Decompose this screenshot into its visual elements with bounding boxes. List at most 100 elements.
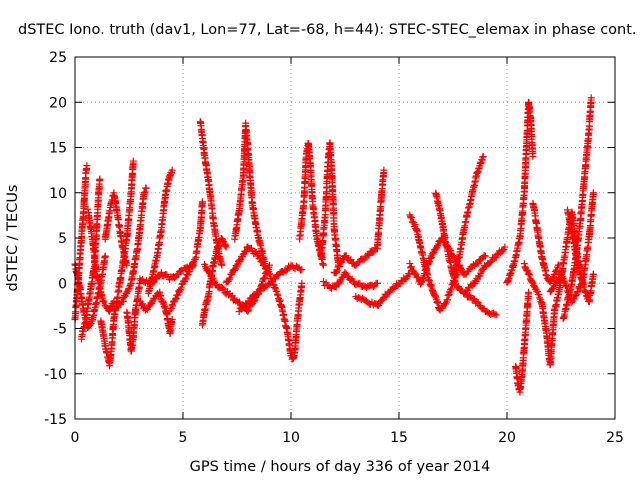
data-point <box>282 267 290 275</box>
data-point <box>373 279 381 287</box>
data-point <box>463 287 471 295</box>
data-point <box>215 242 223 250</box>
data-point <box>486 258 494 266</box>
data-point <box>214 243 222 251</box>
y-tick-label: 20 <box>49 95 67 111</box>
data-point <box>267 279 275 287</box>
data-point <box>336 263 344 271</box>
data-point <box>589 189 597 197</box>
data-point <box>232 261 240 269</box>
data-point <box>174 291 182 299</box>
data-point <box>479 153 487 161</box>
data-series <box>71 94 597 396</box>
data-point <box>339 256 347 264</box>
y-tick-label: -5 <box>53 322 67 338</box>
data-point <box>333 267 341 275</box>
data-point <box>244 307 252 315</box>
data-point <box>231 266 239 274</box>
data-point <box>228 292 236 300</box>
data-point <box>411 221 419 229</box>
data-point <box>198 198 206 206</box>
data-point <box>491 310 499 318</box>
data-point <box>589 270 597 278</box>
y-tick-label: 5 <box>58 231 67 247</box>
data-point <box>408 214 416 222</box>
data-point <box>359 256 367 264</box>
data-point <box>119 297 127 305</box>
data-point <box>255 251 263 259</box>
data-point <box>573 287 581 295</box>
data-point <box>235 256 243 264</box>
data-point <box>222 243 230 251</box>
data-point <box>342 252 350 260</box>
data-point <box>220 285 228 293</box>
data-point <box>241 248 249 256</box>
data-point <box>542 271 550 279</box>
data-point <box>536 294 544 302</box>
y-tick-label: 25 <box>49 50 67 66</box>
data-point <box>168 166 176 174</box>
data-point <box>142 184 150 192</box>
data-point <box>208 271 216 279</box>
data-point <box>469 295 477 303</box>
data-point <box>226 274 234 282</box>
data-point <box>570 295 578 303</box>
data-point <box>319 261 327 269</box>
data-point <box>526 271 534 279</box>
data-point <box>412 270 420 278</box>
data-point <box>552 268 560 276</box>
x-tick-label: 5 <box>179 430 188 446</box>
x-tick-label: 15 <box>390 430 408 446</box>
data-point <box>225 275 233 283</box>
data-point <box>218 261 226 269</box>
data-point <box>343 272 351 280</box>
data-point <box>96 175 104 183</box>
data-point <box>534 288 542 296</box>
data-point <box>235 298 243 306</box>
data-point <box>185 268 193 276</box>
axis-ticks: 0 5 10 15 20 25 -15 -10 -5 0 5 10 15 20 25 <box>44 50 624 446</box>
data-point <box>298 279 306 287</box>
y-tick-label: 10 <box>49 186 67 202</box>
x-tick-label: 10 <box>282 430 300 446</box>
data-point <box>370 248 378 256</box>
data-point <box>333 268 341 276</box>
data-point <box>535 290 543 298</box>
data-point <box>528 278 536 286</box>
data-point <box>260 261 268 269</box>
data-point <box>210 277 218 285</box>
data-point <box>574 288 582 296</box>
data-point <box>379 294 387 302</box>
data-point <box>221 242 229 250</box>
data-point <box>189 259 197 267</box>
data-point <box>501 243 509 251</box>
data-point <box>474 260 482 268</box>
x-tick-label: 0 <box>71 430 80 446</box>
data-point <box>182 274 190 282</box>
data-point <box>123 261 131 269</box>
data-point <box>169 302 177 310</box>
data-point <box>433 243 441 251</box>
data-point <box>258 258 266 266</box>
y-axis-label: dSTEC / TECUs <box>5 185 21 292</box>
data-point <box>174 271 182 279</box>
data-point <box>245 306 253 314</box>
data-point <box>525 288 533 296</box>
data-point <box>529 153 537 161</box>
data-point <box>100 298 108 306</box>
y-tick-label: -10 <box>44 367 67 383</box>
data-point <box>525 269 533 277</box>
x-tick-label: 20 <box>498 430 516 446</box>
data-point <box>492 311 500 319</box>
data-point <box>587 94 595 102</box>
data-point <box>548 276 556 284</box>
data-point <box>492 254 500 262</box>
data-point <box>258 257 266 265</box>
data-point <box>481 252 489 260</box>
data-point <box>181 275 189 283</box>
data-point <box>390 284 398 292</box>
data-point <box>520 260 528 268</box>
data-point <box>271 275 279 283</box>
